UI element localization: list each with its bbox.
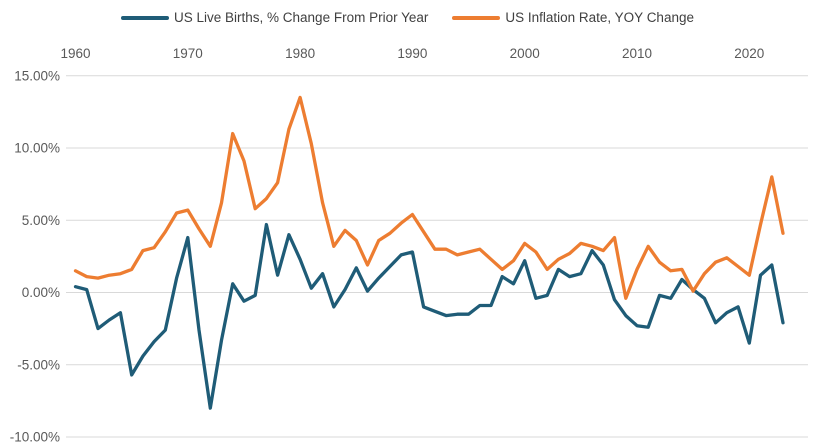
y-tick-label: 10.00% xyxy=(14,141,60,156)
data-series-lines xyxy=(73,95,785,410)
live-births-line-swatch-icon xyxy=(121,15,169,20)
legend-label-inflation: US Inflation Rate, YOY Change xyxy=(505,10,694,25)
x-tick-label: 2010 xyxy=(622,46,652,61)
y-tick-label: 15.00% xyxy=(14,68,60,83)
inflation-line-swatch-icon xyxy=(452,15,501,20)
x-tick-label: 2000 xyxy=(510,46,540,61)
y-axis-tick-labels: 15.00% 10.00% 5.00% 0.00% -5.00% -10.00% xyxy=(10,68,60,444)
y-tick-label: -10.00% xyxy=(10,430,60,445)
y-tick-label: 5.00% xyxy=(22,213,60,228)
y-tick-label: 0.00% xyxy=(22,285,60,300)
legend-label-live-births: US Live Births, % Change From Prior Year xyxy=(174,10,429,25)
x-tick-label: 2020 xyxy=(734,46,764,61)
legend-item-inflation[interactable]: US Inflation Rate, YOY Change xyxy=(452,10,694,25)
legend-item-live-births[interactable]: US Live Births, % Change From Prior Year xyxy=(121,10,428,25)
chart-legend: US Live Births, % Change From Prior Year… xyxy=(0,10,815,25)
x-tick-label: 1970 xyxy=(173,46,203,61)
series-line-live-births xyxy=(73,222,785,410)
y-tick-label: -5.00% xyxy=(17,357,60,372)
x-tick-label: 1960 xyxy=(60,46,90,61)
x-tick-label: 1980 xyxy=(285,46,315,61)
x-axis-tick-labels: 1960 1970 1980 1990 2000 2010 2020 xyxy=(60,46,764,61)
x-tick-label: 1990 xyxy=(397,46,427,61)
series-line-inflation xyxy=(73,95,785,300)
gridlines xyxy=(66,75,808,438)
